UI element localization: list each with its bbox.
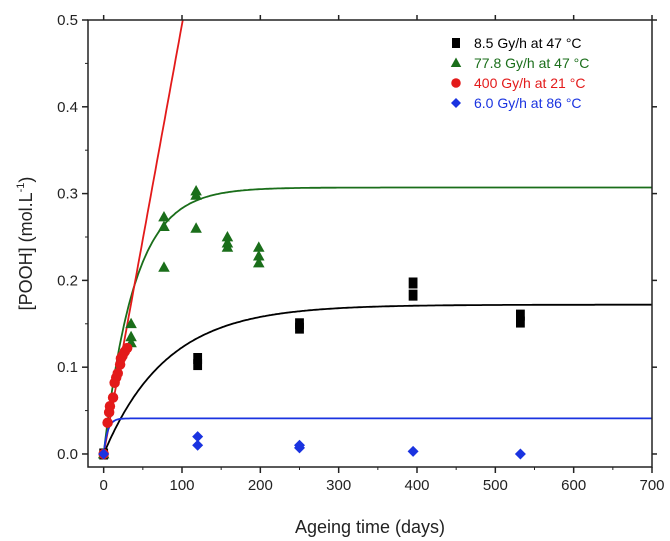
y-tick-label: 0.0 (57, 446, 78, 463)
square-marker (408, 277, 418, 289)
square-marker (516, 309, 525, 321)
legend-label: 77.8 Gy/h at 47 °C (474, 55, 589, 71)
x-axis-title: Ageing time (days) (295, 517, 445, 537)
y-tick-label: 0.1 (57, 359, 78, 376)
square-marker (193, 353, 203, 365)
triangle-marker (221, 237, 234, 248)
triangle-marker (158, 220, 170, 231)
plot-frame (87, 19, 653, 468)
model-curve (102, 417, 652, 455)
square-marker (452, 38, 460, 48)
triangle-marker (158, 210, 170, 222)
x-tick-label: 300 (326, 477, 351, 494)
y-tick-label: 0.3 (57, 186, 78, 203)
triangle-marker (125, 330, 137, 342)
triangle-marker (252, 256, 265, 268)
diamond-marker (451, 98, 461, 108)
triangle-marker (252, 250, 265, 261)
x-tick-label: 500 (483, 477, 508, 494)
model-curve (102, 303, 652, 455)
diamond-marker (192, 431, 204, 443)
y-axis-title: [POOH] (mol.L-1) (15, 177, 36, 311)
diamond-marker (98, 448, 110, 460)
square-marker (295, 318, 304, 330)
circle-marker (107, 392, 119, 403)
y-tick-label: 0.4 (57, 99, 78, 116)
diamond-marker (407, 445, 419, 457)
data-points (97, 184, 526, 460)
circle-marker (121, 342, 133, 354)
diamond-marker (514, 448, 526, 460)
triangle-marker (158, 261, 170, 272)
legend-label: 6.0 Gy/h at 86 °C (474, 95, 582, 111)
x-tick-label: 600 (561, 477, 586, 494)
triangle-marker (252, 241, 265, 252)
legend: 8.5 Gy/h at 47 °C 77.8 Gy/h at 47 °C 400 G… (450, 35, 589, 111)
triangle-marker (190, 184, 202, 196)
legend-label: 400 Gy/h at 21 °C (474, 75, 585, 91)
triangle-marker (221, 230, 234, 242)
axis-ticks: 0 100 200 300 400 500 600 700 0.0 0.1 0.2 0.3 0.4 0.5 (57, 12, 664, 494)
x-tick-label: 400 (404, 477, 429, 494)
y-tick-label: 0.2 (57, 272, 78, 289)
x-tick-label: 200 (248, 477, 273, 494)
triangle-marker (125, 317, 137, 329)
legend-label: 8.5 Gy/h at 47 °C (474, 35, 582, 51)
circle-marker (104, 401, 116, 412)
x-tick-label: 700 (639, 477, 664, 494)
circle-marker (102, 417, 113, 428)
triangle-marker (190, 222, 202, 233)
circle-marker (451, 78, 461, 88)
y-tick-label: 0.5 (57, 12, 78, 29)
model-curve (102, 186, 652, 455)
square-marker (408, 289, 418, 301)
diamond-marker (294, 439, 305, 451)
square-marker (193, 359, 203, 371)
x-tick-label: 100 (169, 477, 194, 494)
triangle-marker (450, 57, 462, 67)
square-marker (516, 316, 525, 328)
x-tick-label: 0 (99, 477, 107, 494)
diamond-marker (192, 439, 204, 451)
y-axis-title-close: ) (16, 177, 36, 183)
circle-marker (112, 368, 123, 379)
y-axis-title-main: [POOH] (mol.L (16, 192, 36, 310)
y-axis-title-superscript: -1 (15, 183, 27, 193)
